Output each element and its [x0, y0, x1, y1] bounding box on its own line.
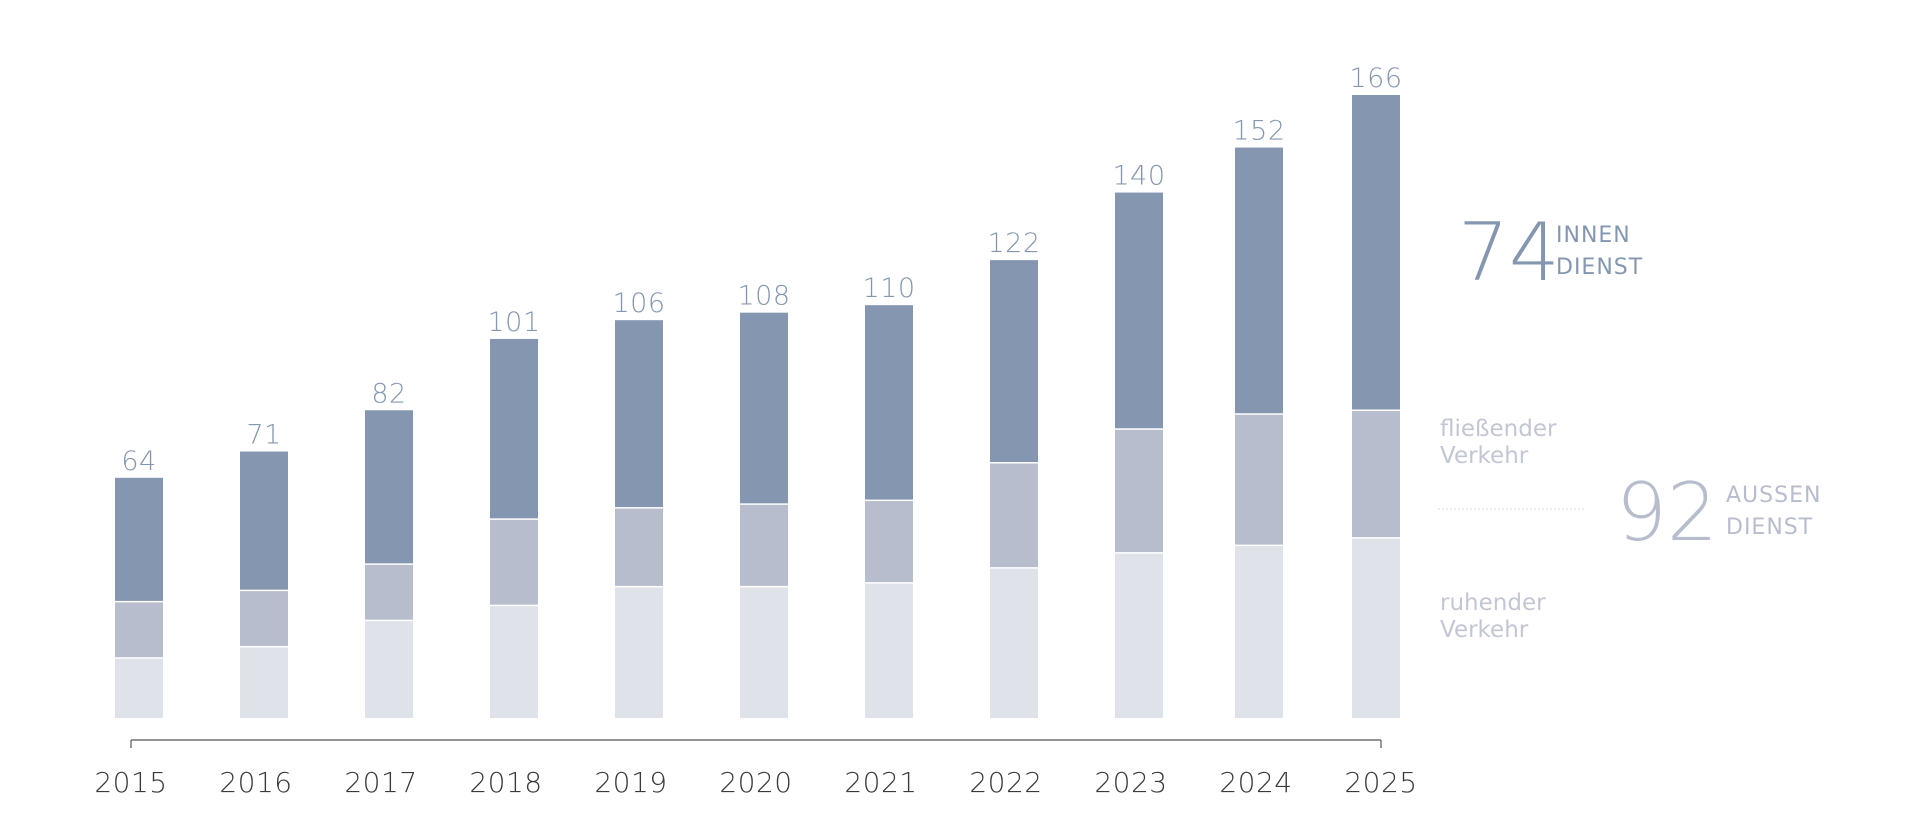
year-label-2025: 2025 — [1344, 766, 1417, 799]
legend-innen-dienst: 74 INNEN DIENST — [1458, 206, 1643, 299]
total-label-2023: 140 — [1112, 161, 1165, 192]
bar-segment-2022-1 — [990, 463, 1038, 568]
total-label-2025: 166 — [1349, 63, 1402, 94]
bar-segment-2025-2 — [1352, 95, 1400, 410]
year-label-2018: 2018 — [469, 766, 542, 799]
bar-segment-2024-1 — [1235, 414, 1283, 545]
bar-segment-2016-2 — [240, 451, 288, 590]
bar-segment-2021-1 — [865, 501, 913, 583]
fliessender-verkehr-line2: Verkehr — [1440, 443, 1529, 469]
total-label-2017: 82 — [371, 378, 406, 409]
innen-dienst-label-line2: DIENST — [1556, 255, 1643, 280]
year-label-2017: 2017 — [344, 766, 417, 799]
bar-segment-2023-1 — [1115, 429, 1163, 553]
total-label-2019: 106 — [612, 288, 665, 319]
legend-ruhender-verkehr: ruhender Verkehr — [1440, 590, 1546, 643]
total-label-2020: 108 — [737, 281, 790, 312]
year-label-2016: 2016 — [219, 766, 292, 799]
aussen-dienst-number: 92 — [1616, 466, 1718, 559]
bar-segment-2021-0 — [865, 583, 913, 718]
legend-fliessender-verkehr: fließender Verkehr — [1440, 416, 1557, 469]
bar-segment-2018-1 — [490, 519, 538, 605]
year-label-2019: 2019 — [594, 766, 667, 799]
bar-segment-2015-2 — [115, 477, 163, 601]
legend-aussen-dienst: 92 AUSSEN DIENST — [1616, 466, 1821, 559]
bar-segment-2025-1 — [1352, 411, 1400, 538]
total-label-2018: 101 — [487, 307, 540, 338]
bar-segment-2019-0 — [615, 587, 663, 718]
aussen-dienst-label-line1: AUSSEN — [1726, 483, 1821, 508]
year-label-2015: 2015 — [94, 766, 167, 799]
total-labels: 64 71 82 101 106 108 110 122 140 152 166 — [121, 63, 1402, 477]
bar-segment-2022-2 — [990, 260, 1038, 463]
bar-segment-2017-2 — [365, 410, 413, 564]
bars-layer — [115, 95, 1400, 718]
x-axis: 2015 2016 2017 2018 2019 2020 2021 2022 2023 2024… — [94, 739, 1417, 799]
total-label-2016: 71 — [246, 420, 281, 451]
ruhender-verkehr-line2: Verkehr — [1440, 617, 1529, 643]
bar-segment-2019-1 — [615, 508, 663, 586]
bar-segment-2025-0 — [1352, 538, 1400, 718]
innen-dienst-number: 74 — [1458, 206, 1560, 299]
total-label-2024: 152 — [1232, 116, 1285, 147]
year-label-2021: 2021 — [844, 766, 917, 799]
bar-segment-2016-0 — [240, 647, 288, 718]
ruhender-verkehr-line1: ruhender — [1440, 590, 1546, 616]
fliessender-verkehr-line1: fließender — [1440, 416, 1557, 442]
year-label-2022: 2022 — [969, 766, 1042, 799]
bar-segment-2018-2 — [490, 338, 538, 519]
bar-segment-2019-2 — [615, 320, 663, 508]
total-label-2022: 122 — [987, 228, 1040, 259]
bar-segment-2020-0 — [740, 587, 788, 718]
bar-segment-2024-2 — [1235, 147, 1283, 414]
bar-segment-2020-2 — [740, 312, 788, 504]
year-label-2024: 2024 — [1219, 766, 1292, 799]
bar-segment-2018-0 — [490, 606, 538, 718]
innen-dienst-label-line1: INNEN — [1556, 223, 1631, 248]
bar-segment-2016-1 — [240, 591, 288, 646]
aussen-dienst-label-line2: DIENST — [1726, 515, 1813, 540]
bar-segment-2023-2 — [1115, 192, 1163, 429]
bar-segment-2021-2 — [865, 305, 913, 500]
total-label-2021: 110 — [862, 273, 915, 304]
year-label-2023: 2023 — [1094, 766, 1167, 799]
total-label-2015: 64 — [121, 446, 156, 477]
bar-segment-2015-0 — [115, 658, 163, 718]
bar-segment-2020-1 — [740, 504, 788, 586]
bar-segment-2015-1 — [115, 602, 163, 658]
bar-segment-2022-0 — [990, 568, 1038, 718]
year-label-2020: 2020 — [719, 766, 792, 799]
bar-segment-2024-0 — [1235, 546, 1283, 718]
bar-segment-2017-0 — [365, 621, 413, 718]
bar-segment-2017-1 — [365, 564, 413, 620]
bar-segment-2023-0 — [1115, 553, 1163, 718]
